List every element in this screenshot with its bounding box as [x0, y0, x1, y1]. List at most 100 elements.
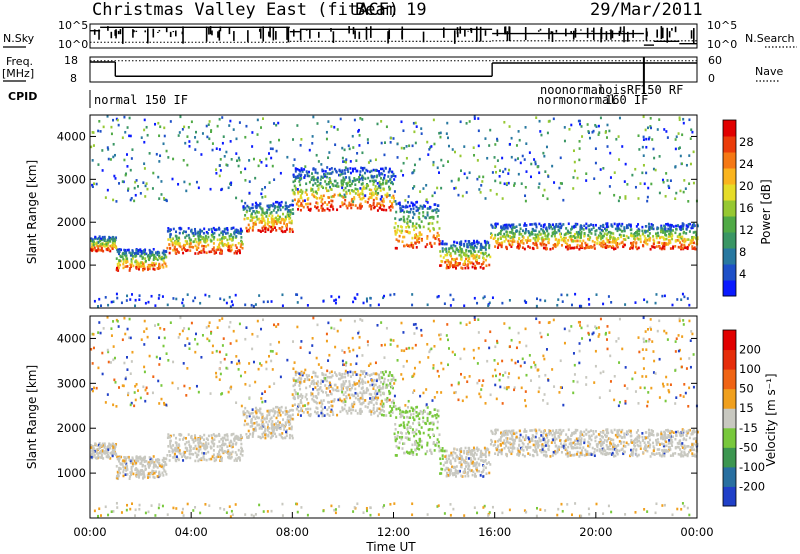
power-point [167, 156, 170, 159]
power-point [482, 257, 485, 260]
power-point [417, 207, 420, 210]
power-point [518, 138, 521, 142]
power-point [165, 255, 168, 259]
power-point [375, 175, 378, 179]
power-point [327, 156, 330, 160]
power-point [591, 130, 594, 134]
power-point [660, 235, 663, 239]
power-point [280, 200, 283, 204]
power-point [682, 227, 685, 231]
power-point [685, 232, 688, 235]
power-point [422, 204, 425, 207]
power-point [503, 223, 506, 227]
power-point [142, 181, 145, 184]
velocity-point [169, 454, 172, 457]
power-point [92, 144, 95, 147]
velocity-point [672, 452, 675, 456]
power-point [406, 205, 409, 209]
power-point [123, 115, 126, 119]
velocity-point [261, 432, 264, 436]
power-point [118, 182, 121, 185]
power-point [370, 207, 373, 211]
power-point [351, 197, 354, 201]
power-point [324, 170, 327, 173]
power-point [564, 241, 567, 244]
power-point [576, 243, 579, 247]
power-colorbar-swatch [723, 136, 736, 153]
power-point [452, 258, 455, 262]
power-point [658, 118, 661, 121]
power-point [321, 168, 324, 172]
power-point [98, 297, 101, 301]
velocity-point [548, 431, 551, 434]
power-point [317, 209, 320, 212]
power-point [167, 238, 170, 241]
power-point [182, 158, 185, 162]
power-point [554, 232, 557, 235]
power-point [676, 224, 679, 227]
power-point [367, 197, 370, 201]
velocity-point [418, 412, 421, 415]
power-point [152, 247, 155, 251]
power-point [213, 252, 216, 255]
velocity-point [116, 473, 119, 476]
power-point [218, 174, 221, 178]
power-point [163, 134, 166, 138]
velocity-point [177, 446, 180, 450]
power-point [139, 265, 142, 268]
velocity-point [267, 411, 270, 414]
power-point [382, 187, 385, 191]
power-point [173, 245, 176, 249]
power-point [663, 294, 666, 298]
power-point [615, 238, 618, 241]
power-point [320, 204, 323, 208]
power-point [536, 235, 539, 238]
power-point [414, 236, 417, 240]
power-point [607, 245, 610, 249]
velocity-point [650, 452, 653, 455]
power-point [596, 238, 599, 242]
power-point [237, 164, 240, 168]
power-point [238, 249, 241, 252]
power-point [671, 229, 674, 232]
power-point [524, 301, 527, 304]
power-point [625, 224, 628, 227]
power-point [411, 222, 414, 225]
power-point [373, 205, 376, 209]
power-point [356, 151, 359, 155]
power-point [490, 223, 493, 227]
power-point [688, 303, 691, 307]
power-point [489, 128, 492, 132]
power-point [407, 215, 410, 218]
power-point [190, 245, 193, 249]
velocity-point [686, 452, 689, 456]
power-point [397, 224, 400, 228]
power-point [210, 130, 213, 133]
velocity-point [218, 448, 221, 452]
power-point [674, 147, 677, 151]
power-point [190, 230, 193, 233]
power-point [636, 231, 639, 235]
power-point [296, 188, 299, 191]
power-point [103, 237, 106, 241]
power-point [130, 197, 133, 200]
power-point [680, 162, 683, 166]
power-point [447, 250, 450, 253]
power-point [109, 249, 112, 253]
power-point [515, 144, 518, 147]
power-point [424, 245, 427, 249]
power-point [630, 244, 633, 248]
power-point [547, 120, 550, 123]
power-point [343, 160, 346, 163]
power-point [605, 222, 608, 226]
velocity-point [459, 461, 462, 464]
power-point [276, 200, 279, 204]
power-point [372, 183, 375, 186]
velocity-point [479, 455, 482, 458]
power-point [605, 237, 608, 240]
power-point [503, 235, 506, 239]
power-point [220, 251, 223, 254]
power-point [235, 159, 238, 163]
power-point [475, 255, 478, 259]
power-point [149, 264, 152, 268]
